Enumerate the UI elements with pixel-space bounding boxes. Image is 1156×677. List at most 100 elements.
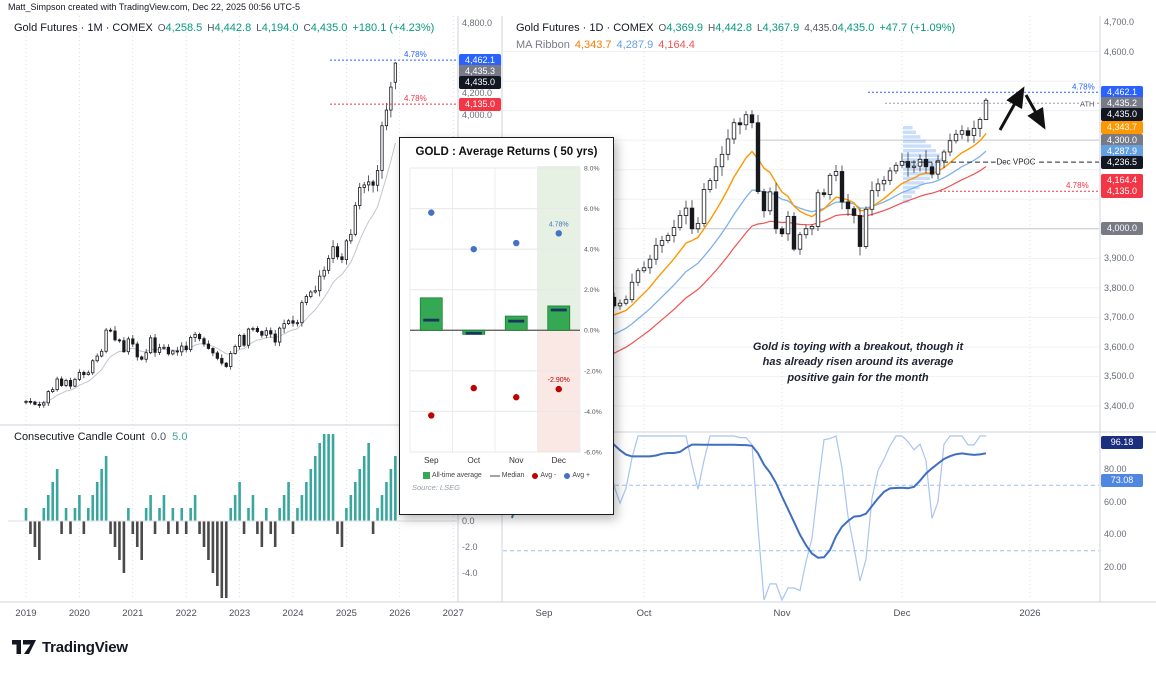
time-label: 2020 <box>68 608 90 619</box>
svg-text:Dec: Dec <box>551 456 566 465</box>
price-badge: 4,435.3 <box>459 64 501 78</box>
breakout-annotation[interactable]: Gold is toying with a breakout, though i… <box>742 340 974 386</box>
attribution: Matt_Simpson created with TradingView.co… <box>8 2 300 12</box>
svg-text:6.0%: 6.0% <box>584 206 600 213</box>
ma-ribbon-label: MA Ribbon <box>516 39 570 51</box>
axis-label: 3,800.0 <box>1104 282 1135 293</box>
low-value: 4,367.9 <box>762 22 800 34</box>
oscillator-badge: 73.08 <box>1101 473 1143 487</box>
axis-label: 4,200.0 <box>462 88 493 99</box>
time-label: 2019 <box>15 608 37 619</box>
svg-text:-4.0%: -4.0% <box>584 409 602 416</box>
time-label: 2021 <box>122 608 144 619</box>
indicator-value-current: 5.0 <box>172 431 188 443</box>
legend-label: Avg - <box>540 472 557 479</box>
oscillator-badge: 96.18 <box>1101 435 1143 449</box>
price-badge: 4,287.9 <box>1101 144 1143 158</box>
axis-label: 3,700.0 <box>1104 312 1135 323</box>
axis-label: -4.0 <box>462 568 478 578</box>
left-symbol-title[interactable]: Gold Futures · 1M · COMEX <box>14 22 153 34</box>
price-scale-right-panel[interactable]: 4,700.0 4,600.0 4,462.1 4,435.2 4,435.0 4,343… <box>1101 16 1156 602</box>
axis-label: 4,000.0 <box>462 110 493 121</box>
svg-text:0.0%: 0.0% <box>584 328 600 335</box>
price-badge: 4,236.5 <box>1101 155 1143 169</box>
h-label: H <box>708 23 716 34</box>
svg-text:4.78%: 4.78% <box>1072 82 1095 91</box>
price-badge: 4,435.2 <box>1101 96 1143 110</box>
svg-text:4.78%: 4.78% <box>404 50 427 59</box>
time-label: 2023 <box>229 608 251 619</box>
annotation-line-3: positive gain for the month <box>787 371 929 384</box>
svg-text:ATH: ATH <box>1080 99 1094 108</box>
svg-text:Nov: Nov <box>509 456 524 465</box>
price-badge: 4,462.1 <box>459 53 501 67</box>
high-value: 4,442.8 <box>715 22 752 34</box>
popup-legend: All-time average Median Avg - Avg + <box>400 472 613 479</box>
svg-text:-2.90%: -2.90% <box>548 377 570 384</box>
ma-mid-value: 4,287.9 <box>616 39 654 51</box>
time-label: 2026 <box>389 608 411 619</box>
axis-label: 3,500.0 <box>1104 371 1135 382</box>
tradingview-logo-icon <box>12 640 36 654</box>
axis-label: 0.0 <box>462 516 475 526</box>
time-label: 2024 <box>282 608 304 619</box>
axis-label: 20.00 <box>1104 562 1127 573</box>
svg-text:4.78%: 4.78% <box>1066 181 1089 190</box>
alltime-average-swatch <box>422 472 430 479</box>
svg-text:Dec VPOC: Dec VPOC <box>996 158 1035 167</box>
ma-fast-value: 4,343.7 <box>574 39 612 51</box>
l-label: L <box>756 23 763 34</box>
svg-text:-2.0%: -2.0% <box>584 368 602 375</box>
price-badge: 4,135.0 <box>459 97 501 111</box>
close-value: 4,435.0 <box>837 22 875 34</box>
breakout-arrows[interactable] <box>998 86 1046 131</box>
left-chart-legend: Gold Futures · 1M · COMEX O4,258.5 H4,442.… <box>14 22 434 34</box>
axis-label: 80.00 <box>1104 463 1127 474</box>
time-label: 2026 <box>1019 608 1041 619</box>
axis-label: 3,900.0 <box>1104 253 1135 264</box>
price-badge: 4,300.0 <box>1101 133 1143 147</box>
ma-ribbon-legend[interactable]: MA Ribbon 4,343.7 4,287.9 4,164.4 <box>516 39 695 51</box>
consecutive-candle-count-bars <box>24 434 397 598</box>
right-symbol-title[interactable]: Gold Futures · 1D · COMEX <box>516 22 654 34</box>
open-value: 4,258.5 <box>165 22 203 34</box>
monthly-candles <box>24 62 397 409</box>
time-label: 2025 <box>335 608 357 619</box>
time-label: Dec <box>893 608 911 619</box>
time-label: Nov <box>773 608 791 619</box>
indicator-legend[interactable]: Consecutive Candle Count 0.0 5.0 <box>14 431 187 443</box>
price-badge: 4,435.0 <box>459 75 501 89</box>
price-badge: 4,000.0 <box>1101 222 1143 236</box>
price-badge: 4,435.0 <box>1101 107 1143 121</box>
time-label: 2022 <box>175 608 197 619</box>
price-scale-left-panel[interactable]: 4,800.0 4,462.1 4,435.3 4,435.0 4,200.0 4,135… <box>459 16 502 602</box>
time-label: Oct <box>636 608 652 619</box>
svg-text:8.0%: 8.0% <box>584 165 600 172</box>
tradingview-logo[interactable]: TradingView <box>12 638 128 656</box>
time-label: 2027 <box>442 608 464 619</box>
axis-label: 60.00 <box>1104 496 1127 507</box>
close-value: 4,435.0 <box>310 22 348 34</box>
svg-text:Oct: Oct <box>467 456 480 465</box>
low-value: 4,194.0 <box>261 22 299 34</box>
o-label: O <box>658 23 667 34</box>
time-scale[interactable]: 2019 2020 2021 2022 2023 2024 2025 2026 2027 Sep O… <box>0 602 1156 626</box>
high-value: 4,442.8 <box>214 22 252 34</box>
c-label: 4,435.0 <box>804 23 838 34</box>
h-label: H <box>207 23 215 34</box>
legend-label: Avg + <box>572 472 591 479</box>
ma-slow-value: 4,164.4 <box>658 39 695 51</box>
price-badge: 4,343.7 <box>1101 120 1143 134</box>
svg-text:Sep: Sep <box>424 456 439 465</box>
brand-name: TradingView <box>42 638 128 656</box>
legend-label: All-time average <box>431 472 482 479</box>
open-value: 4,369.9 <box>666 22 704 34</box>
axis-label: 3,400.0 <box>1104 401 1135 412</box>
popup-title: GOLD : Average Returns ( 50 yrs) <box>415 146 598 158</box>
indicator-title: Consecutive Candle Count <box>14 431 145 443</box>
axis-label: 40.00 <box>1104 529 1127 540</box>
c-label: C <box>303 23 311 34</box>
seasonal-returns-popup[interactable]: GOLD : Average Returns ( 50 yrs) 4.78% -2… <box>399 137 614 515</box>
svg-text:4.0%: 4.0% <box>584 247 600 254</box>
